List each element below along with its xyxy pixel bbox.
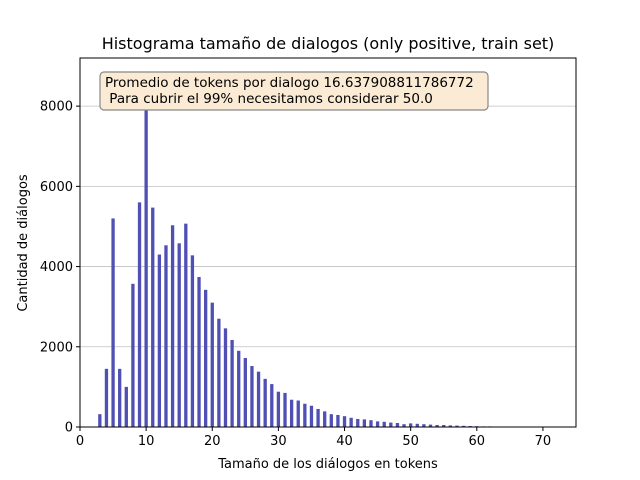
histogram-bar xyxy=(336,414,340,427)
histogram-bar xyxy=(177,243,181,427)
x-tick-label: 20 xyxy=(204,434,221,449)
histogram-bar xyxy=(230,339,234,427)
annotation-background xyxy=(99,71,489,111)
histogram-bar xyxy=(409,423,413,427)
histogram-bar xyxy=(250,366,254,427)
histogram-bar xyxy=(316,408,320,427)
histogram-bar xyxy=(349,417,353,427)
histogram-bar xyxy=(369,420,373,427)
histogram-bar xyxy=(309,405,314,427)
histogram-bar xyxy=(296,400,300,427)
y-tick-label: 4000 xyxy=(40,260,73,275)
histogram-bar xyxy=(197,276,201,427)
histogram-bar xyxy=(402,424,406,427)
histogram-bar xyxy=(422,424,426,427)
y-tick-label: 2000 xyxy=(40,340,73,355)
histogram-bar xyxy=(276,391,281,427)
x-axis-ticks: 0 10 20 30 40 50 60 70 xyxy=(76,427,551,449)
histogram-bar xyxy=(342,416,347,427)
histogram-bar xyxy=(442,424,446,427)
histogram-bar xyxy=(98,414,102,427)
annotation-line-mean: Promedio de tokens por dialogo 16.637908… xyxy=(105,75,474,91)
x-tick-label: 70 xyxy=(535,434,552,449)
histogram-bar xyxy=(144,72,148,428)
histogram-bar xyxy=(270,384,274,427)
histogram-bar xyxy=(323,411,327,427)
x-tick-label: 60 xyxy=(469,434,486,449)
histogram-bar xyxy=(356,418,360,427)
histogram-bar xyxy=(243,358,247,427)
histogram-bar xyxy=(448,425,452,427)
histogram-bar xyxy=(455,425,459,427)
bars-layer xyxy=(98,72,558,428)
histogram-bar xyxy=(204,289,208,427)
histogram-bar xyxy=(104,368,109,427)
histogram-bar xyxy=(124,386,128,427)
histogram-bar xyxy=(362,419,367,427)
y-axis-title: Cantidad de diálogos xyxy=(16,174,31,312)
plot-frame xyxy=(79,57,577,428)
histogram-bar xyxy=(283,392,287,427)
x-tick-label: 40 xyxy=(336,434,353,449)
y-tick-label: 6000 xyxy=(40,180,73,195)
chart-title: Histograma tamaño de dialogos (only posi… xyxy=(102,34,555,53)
histogram-bar xyxy=(389,422,393,427)
histogram-bar xyxy=(395,422,400,427)
x-tick-label: 10 xyxy=(138,434,155,449)
histogram-bar xyxy=(111,218,115,427)
histogram-bar xyxy=(184,223,188,427)
histogram-bar xyxy=(382,421,386,427)
histogram-bar xyxy=(223,328,228,427)
histogram-bar xyxy=(375,421,380,427)
histogram-bar xyxy=(118,368,122,427)
histogram-bar xyxy=(217,318,221,427)
histogram-bar xyxy=(435,424,439,427)
histogram-bar xyxy=(131,283,135,427)
x-tick-label: 50 xyxy=(402,434,419,449)
annotation-line-coverage: Para cubrir el 99% necesitamos considera… xyxy=(105,91,433,107)
histogram-bar xyxy=(237,350,241,427)
y-axis-ticks: 0 2000 4000 6000 8000 xyxy=(40,100,80,436)
x-tick-label: 30 xyxy=(270,434,287,449)
histogram-bar xyxy=(263,378,267,427)
histogram-bar xyxy=(151,207,155,427)
histogram-bar xyxy=(157,254,162,427)
histogram-bar xyxy=(164,245,168,427)
y-tick-label: 0 xyxy=(65,421,73,436)
histogram-bar xyxy=(461,425,466,427)
histogram-bar xyxy=(303,403,307,427)
histogram-bar xyxy=(415,423,419,427)
histogram-bar xyxy=(190,255,195,427)
annotation-box: Promedio de tokens por dialogo 16.637908… xyxy=(99,71,489,111)
histogram-bar xyxy=(137,202,142,427)
histogram-bar xyxy=(256,371,261,427)
histogram-bar xyxy=(468,425,472,427)
histogram-bar xyxy=(289,399,294,427)
y-tick-label: 8000 xyxy=(40,100,73,115)
histogram-bar xyxy=(329,414,333,427)
x-tick-label: 0 xyxy=(76,434,84,449)
histogram-bar xyxy=(170,225,175,427)
histogram-bar xyxy=(428,424,433,427)
x-axis-title: Tamaño de los diálogos en tokens xyxy=(217,457,438,472)
histogram-bar xyxy=(210,302,214,427)
